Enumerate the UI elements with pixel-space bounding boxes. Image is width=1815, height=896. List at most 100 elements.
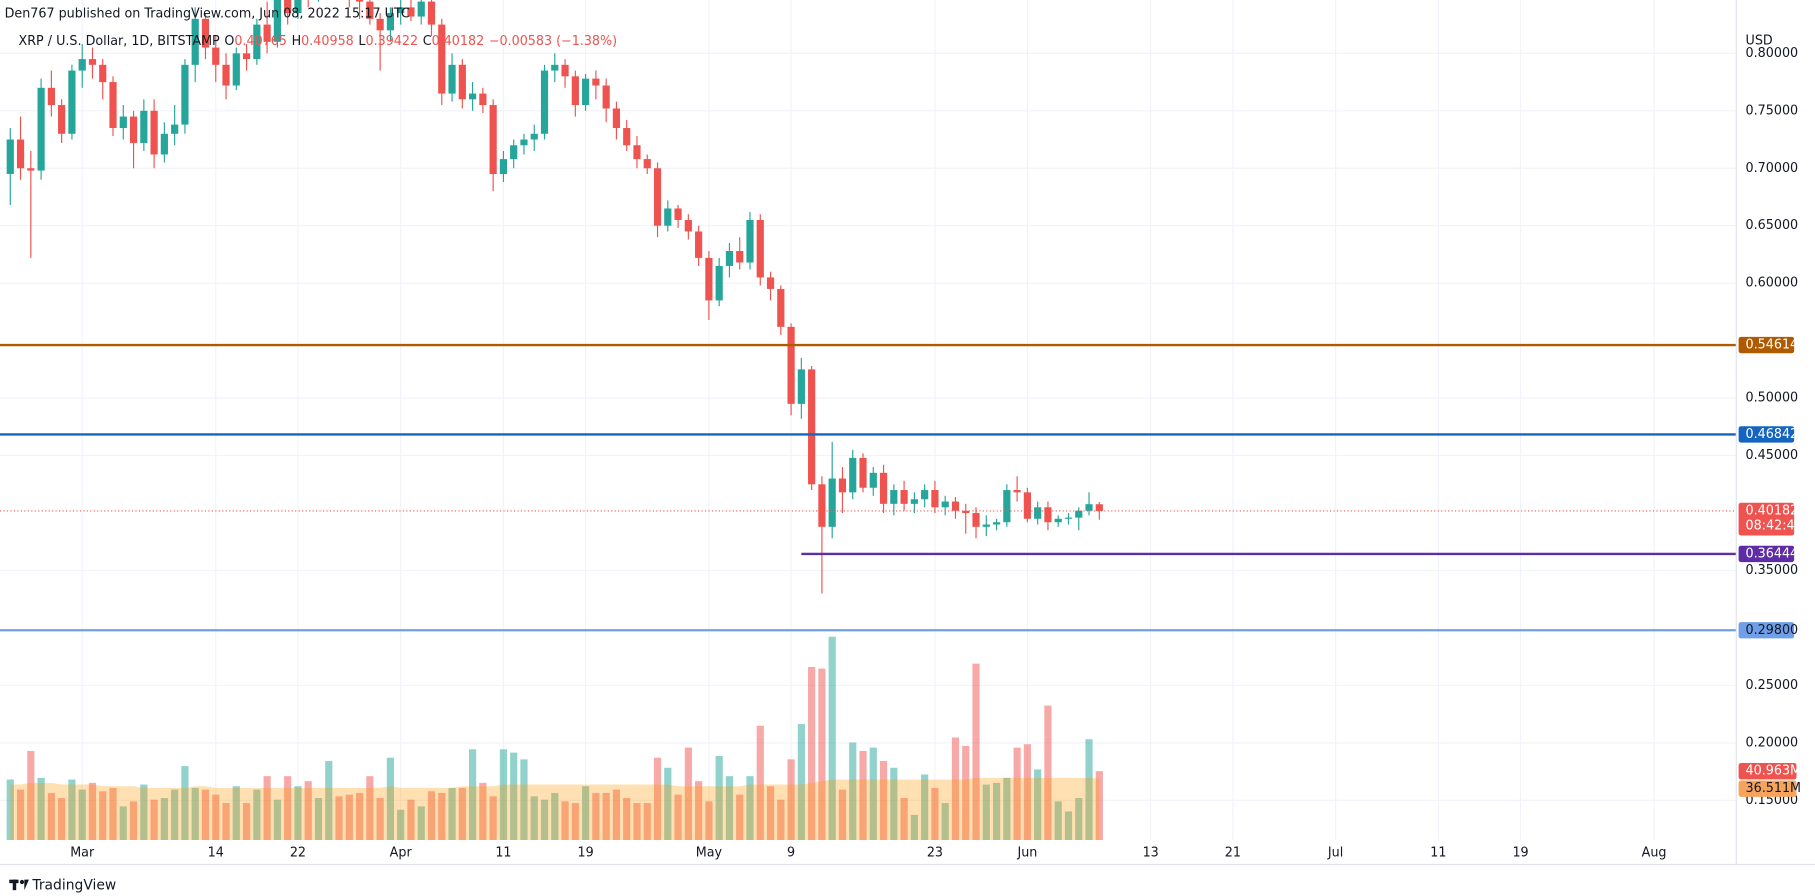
candle-body [838,478,847,493]
volume-bar [571,803,579,840]
candle-body [109,82,117,129]
level-badge [1738,426,1795,443]
volume-bar [458,787,466,840]
volume-bar [78,789,86,840]
volume-bar [284,776,292,840]
volume-bar [109,787,117,840]
volume-bar [715,756,723,840]
footer-logo [9,879,29,891]
candle-body [284,0,292,14]
candle-body [705,257,713,301]
volume-bar [47,792,55,840]
volume-bar [1003,777,1011,840]
volume-bar [972,663,980,840]
volume-bar [407,799,415,840]
volume-bar [797,724,805,840]
candle-body [355,0,364,2]
volume-bar [479,782,487,840]
volume-bar [6,779,14,840]
candle-body [438,24,446,94]
volume-bar [756,725,764,840]
candle-body [900,490,908,504]
candle-body [37,87,45,171]
volume-bar [181,766,189,840]
volume-bar [417,806,425,840]
volume-bar [530,796,538,840]
volume-bar [263,776,271,840]
currency: USD [1746,33,1773,48]
y-tick-label: 0.70000 [1746,161,1799,176]
volume-bar [68,779,76,840]
x-tick-label: 22 [290,845,306,860]
candle-body [633,145,641,160]
volume-bar [37,777,45,840]
volume-bar [325,761,333,840]
level-badge [1738,545,1795,563]
volume-bar [386,757,395,840]
volume-bar [294,786,302,840]
y-tick-label: 0.80000 [1746,46,1799,61]
footer-brand: TradingView [31,877,116,893]
volume-bar [664,767,672,840]
candle-body [1064,517,1073,519]
candle-body [931,490,939,508]
candle-body [1013,490,1021,493]
candle-body [181,64,189,125]
volume-bar [582,786,590,840]
volume-bar [592,792,600,840]
candle-body [879,472,888,504]
candle-body [448,64,456,94]
volume-bar [16,789,25,840]
volume-bar [397,809,405,840]
candle-body [16,139,25,169]
candle-body [992,522,1001,525]
legend-item: 0.40182 [432,33,485,48]
candle-body [499,159,508,174]
candle-body [664,208,672,226]
candle-body [592,78,600,86]
volume-bar [695,781,703,840]
volume-bar [540,799,549,840]
volume-bar [633,803,641,840]
candle-body [232,53,240,86]
candle-body [828,478,836,527]
x-tick-label: May [696,845,723,860]
current-price-badge [1738,502,1795,536]
volume-bar [314,798,323,840]
volume-bar [489,796,497,840]
candle-body [787,326,795,404]
volume-bar [1095,771,1103,840]
volume-bar [1054,801,1062,840]
volume-bar [736,794,744,840]
volume-bar [1044,705,1052,840]
candle-body [736,251,744,263]
candle-body [58,105,66,134]
volume-bar [520,759,528,840]
level-label: 0.36444 [1746,546,1799,561]
volume-bar [941,803,949,840]
candle-body [869,472,877,488]
candle-body [222,64,230,86]
candle-body [859,457,867,488]
candle-body [982,524,990,527]
level-badge [1738,622,1795,639]
candle-body [263,24,271,42]
candle-body [972,513,980,527]
candle-body [140,110,148,143]
volume-bar [376,798,384,840]
candle-body [1034,507,1042,519]
y-tick-label: 0.45000 [1746,448,1799,463]
candle-body [201,18,210,48]
volume-bar [232,786,240,840]
candle-body [1075,510,1083,518]
candle-body [746,219,754,263]
candle-body [890,490,898,504]
candle-body [242,53,251,60]
volume-bar [561,801,569,840]
volume-bar [140,784,148,840]
volume-bar [427,791,436,840]
candle-body [695,231,703,258]
volume-pane [6,636,1103,840]
candle-body [818,484,826,527]
candle-body [1023,492,1031,519]
